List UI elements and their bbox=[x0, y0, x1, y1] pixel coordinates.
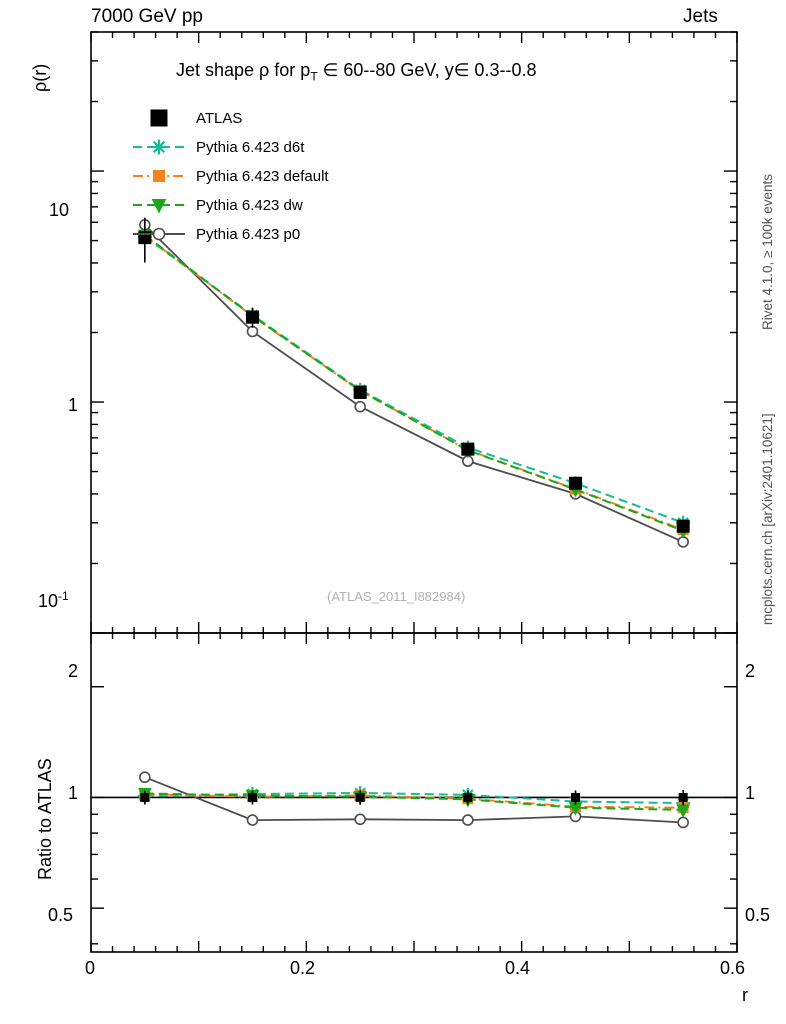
ratio-marker-0 bbox=[355, 792, 365, 802]
ratio-marker-0 bbox=[248, 792, 257, 802]
ratio-marker-0 bbox=[139, 771, 151, 784]
legend-label-dw: Pythia 6.423 dw bbox=[196, 197, 303, 214]
ratio-marker-0 bbox=[571, 792, 580, 802]
main-panel-frame bbox=[90, 31, 738, 634]
main-marker-0 bbox=[246, 310, 259, 324]
beam-energy-label: 7000 GeV pp bbox=[91, 6, 203, 27]
xtick-0p2: 0.2 bbox=[290, 958, 316, 978]
ratio-marker-0 bbox=[678, 792, 688, 802]
xtick-0p6: 0.6 bbox=[720, 958, 746, 978]
plot-title-subscript: T bbox=[310, 69, 318, 84]
analysis-watermark: (ATLAS_2011_I882984) bbox=[327, 589, 466, 604]
ratio-marker-0 bbox=[354, 813, 366, 826]
legend-marker-2 bbox=[153, 170, 165, 182]
main-marker-0 bbox=[354, 400, 366, 413]
ratio-line-2 bbox=[144, 792, 684, 811]
ytick-ratio-right-2: 2 bbox=[745, 661, 756, 681]
legend-marker-0 bbox=[150, 109, 168, 127]
ytick-main-1: 1 bbox=[68, 395, 79, 415]
ytick-ratio-2: 2 bbox=[68, 661, 79, 681]
plot-title-main: Jet shape ρ for p bbox=[176, 60, 311, 80]
legend-label-default: Pythia 6.423 default bbox=[196, 168, 329, 185]
legend-label-d6t: Pythia 6.423 d6t bbox=[196, 139, 305, 156]
main-line-2 bbox=[144, 234, 684, 532]
legend-marker-1 bbox=[152, 140, 166, 154]
ytick-main-10: 10 bbox=[49, 200, 70, 220]
main-marker-0 bbox=[569, 476, 582, 490]
ratio-marker-0 bbox=[463, 792, 473, 802]
ytick-main-0p1: 10-1 bbox=[38, 589, 69, 611]
ytick-ratio-right-0p5: 0.5 bbox=[745, 905, 771, 925]
main-marker-0 bbox=[353, 385, 367, 399]
xtick-0p4: 0.4 bbox=[505, 958, 531, 978]
main-line-0 bbox=[144, 224, 684, 543]
ratio-line-1 bbox=[144, 793, 684, 809]
legend-marker-4 bbox=[152, 227, 166, 241]
plot-title-rest: ∈ 60--80 GeV, y∈ 0.3--0.8 bbox=[317, 60, 537, 80]
category-label: Jets bbox=[683, 6, 718, 27]
legend-label-atlas: ATLAS bbox=[196, 110, 243, 127]
main-line-1 bbox=[144, 234, 684, 531]
ratio-marker-0 bbox=[246, 814, 259, 826]
plot-title: Jet shape ρ for pT ∈ 60--80 GeV, y∈ 0.3-… bbox=[176, 60, 536, 84]
ytick-main-exponent: -1 bbox=[58, 589, 69, 603]
ratio-panel-frame bbox=[90, 632, 738, 953]
main-line-0 bbox=[144, 235, 684, 524]
main-marker-0 bbox=[676, 519, 690, 533]
legend-marker-3 bbox=[151, 199, 167, 214]
ratio-line-0 bbox=[144, 776, 684, 824]
ratio-marker-0 bbox=[677, 816, 689, 829]
ytick-ratio-right-1: 1 bbox=[745, 783, 756, 803]
main-marker-0 bbox=[461, 442, 475, 456]
ytick-ratio-1: 1 bbox=[68, 783, 79, 803]
ratio-marker-0 bbox=[462, 814, 474, 826]
main-marker-0 bbox=[246, 325, 259, 338]
ratio-marker-0 bbox=[140, 792, 150, 802]
x-axis-label: r bbox=[742, 985, 748, 1005]
ytick-ratio-0p5: 0.5 bbox=[48, 905, 74, 925]
xtick-0: 0 bbox=[85, 958, 96, 978]
legend-label-p0: Pythia 6.423 p0 bbox=[196, 226, 301, 243]
